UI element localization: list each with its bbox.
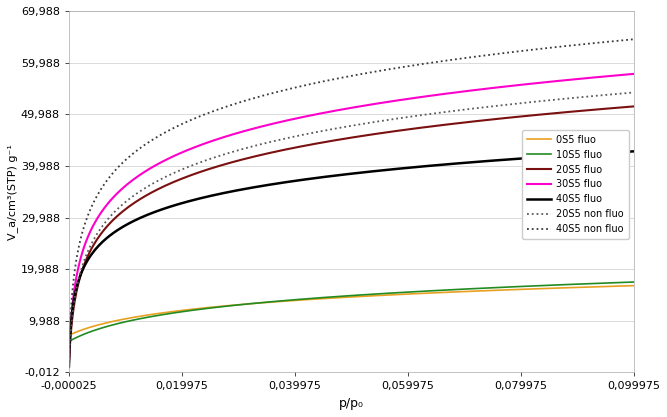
20S5 fluo <box>169 179 177 184</box>
20S5 non fluo <box>68 317 76 322</box>
10S5 fluo <box>68 337 76 342</box>
Line: 30S5 fluo: 30S5 fluo <box>69 74 634 362</box>
10S5 fluo <box>70 336 78 341</box>
40S5 fluo <box>169 203 177 208</box>
20S5 non fluo <box>630 90 638 95</box>
0S5 fluo <box>68 332 76 337</box>
20S5 non fluo <box>353 122 361 127</box>
Line: 20S5 non fluo: 20S5 non fluo <box>69 93 634 359</box>
Line: 0S5 fluo: 0S5 fluo <box>69 286 634 335</box>
Y-axis label: V_a/cm³(STP) g⁻¹: V_a/cm³(STP) g⁻¹ <box>7 144 18 240</box>
Legend: 0S5 fluo, 10S5 fluo, 20S5 fluo, 30S5 fluo, 40S5 fluo, 20S5 non fluo, 40S5 non fl: 0S5 fluo, 10S5 fluo, 20S5 fluo, 30S5 flu… <box>522 130 629 239</box>
10S5 fluo <box>169 310 177 315</box>
20S5 fluo <box>630 104 638 109</box>
0S5 fluo <box>65 333 73 338</box>
0S5 fluo <box>70 330 78 335</box>
0S5 fluo <box>169 309 177 314</box>
30S5 fluo <box>353 104 361 109</box>
20S5 non fluo <box>67 327 75 332</box>
Line: 40S5 fluo: 40S5 fluo <box>69 151 634 367</box>
40S5 fluo <box>67 322 75 327</box>
40S5 non fluo <box>70 274 78 279</box>
30S5 fluo <box>257 124 265 129</box>
30S5 fluo <box>169 153 177 158</box>
20S5 fluo <box>65 362 73 367</box>
20S5 fluo <box>68 320 76 325</box>
20S5 fluo <box>353 134 361 139</box>
10S5 fluo <box>67 338 75 343</box>
40S5 non fluo <box>630 37 638 42</box>
20S5 non fluo <box>70 300 78 305</box>
20S5 fluo <box>257 152 265 157</box>
20S5 fluo <box>67 329 75 334</box>
20S5 non fluo <box>257 142 265 147</box>
40S5 fluo <box>257 183 265 188</box>
40S5 non fluo <box>65 354 73 359</box>
10S5 fluo <box>257 300 265 305</box>
20S5 non fluo <box>65 357 73 362</box>
20S5 fluo <box>70 303 78 308</box>
40S5 fluo <box>630 149 638 154</box>
0S5 fluo <box>630 283 638 288</box>
40S5 non fluo <box>68 295 76 300</box>
40S5 non fluo <box>353 72 361 77</box>
40S5 non fluo <box>67 308 75 313</box>
20S5 non fluo <box>169 171 177 176</box>
40S5 fluo <box>353 171 361 176</box>
40S5 fluo <box>70 297 78 302</box>
0S5 fluo <box>257 300 265 305</box>
30S5 fluo <box>67 320 75 325</box>
30S5 fluo <box>65 359 73 364</box>
40S5 non fluo <box>169 126 177 131</box>
0S5 fluo <box>67 332 75 337</box>
Line: 40S5 non fluo: 40S5 non fluo <box>69 39 634 357</box>
40S5 non fluo <box>257 93 265 98</box>
40S5 fluo <box>65 365 73 370</box>
30S5 fluo <box>630 71 638 76</box>
0S5 fluo <box>353 294 361 299</box>
Line: 20S5 fluo: 20S5 fluo <box>69 106 634 364</box>
Line: 10S5 fluo: 10S5 fluo <box>69 282 634 342</box>
30S5 fluo <box>70 289 78 294</box>
10S5 fluo <box>630 279 638 284</box>
10S5 fluo <box>353 293 361 298</box>
10S5 fluo <box>65 339 73 344</box>
40S5 fluo <box>68 312 76 317</box>
X-axis label: p/p₀: p/p₀ <box>339 397 364 410</box>
30S5 fluo <box>68 309 76 314</box>
